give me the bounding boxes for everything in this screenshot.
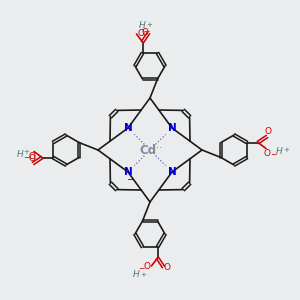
Text: −: − bbox=[126, 175, 134, 184]
Text: O: O bbox=[28, 152, 35, 161]
Text: +: + bbox=[141, 272, 146, 278]
Text: O: O bbox=[164, 263, 171, 272]
Text: −: − bbox=[270, 150, 276, 159]
Text: O: O bbox=[137, 28, 144, 38]
Text: H: H bbox=[133, 271, 140, 280]
Text: N: N bbox=[168, 123, 176, 133]
Text: +: + bbox=[147, 22, 152, 28]
Text: O: O bbox=[142, 28, 149, 37]
Text: H: H bbox=[139, 20, 146, 29]
Text: −: − bbox=[23, 153, 29, 162]
Text: O: O bbox=[263, 149, 271, 158]
Text: −: − bbox=[138, 265, 145, 274]
Text: O: O bbox=[28, 154, 35, 163]
Text: −: − bbox=[143, 28, 150, 37]
Text: ··: ·· bbox=[156, 143, 162, 153]
Text: H: H bbox=[16, 150, 23, 159]
Text: Cd: Cd bbox=[140, 143, 157, 157]
Text: O: O bbox=[265, 127, 272, 136]
Text: N: N bbox=[124, 167, 132, 177]
Text: H: H bbox=[276, 147, 282, 156]
Text: +: + bbox=[283, 146, 289, 152]
Text: O: O bbox=[144, 262, 151, 272]
Text: N: N bbox=[168, 167, 176, 177]
Text: +: + bbox=[23, 149, 29, 155]
Text: N: N bbox=[124, 123, 132, 133]
